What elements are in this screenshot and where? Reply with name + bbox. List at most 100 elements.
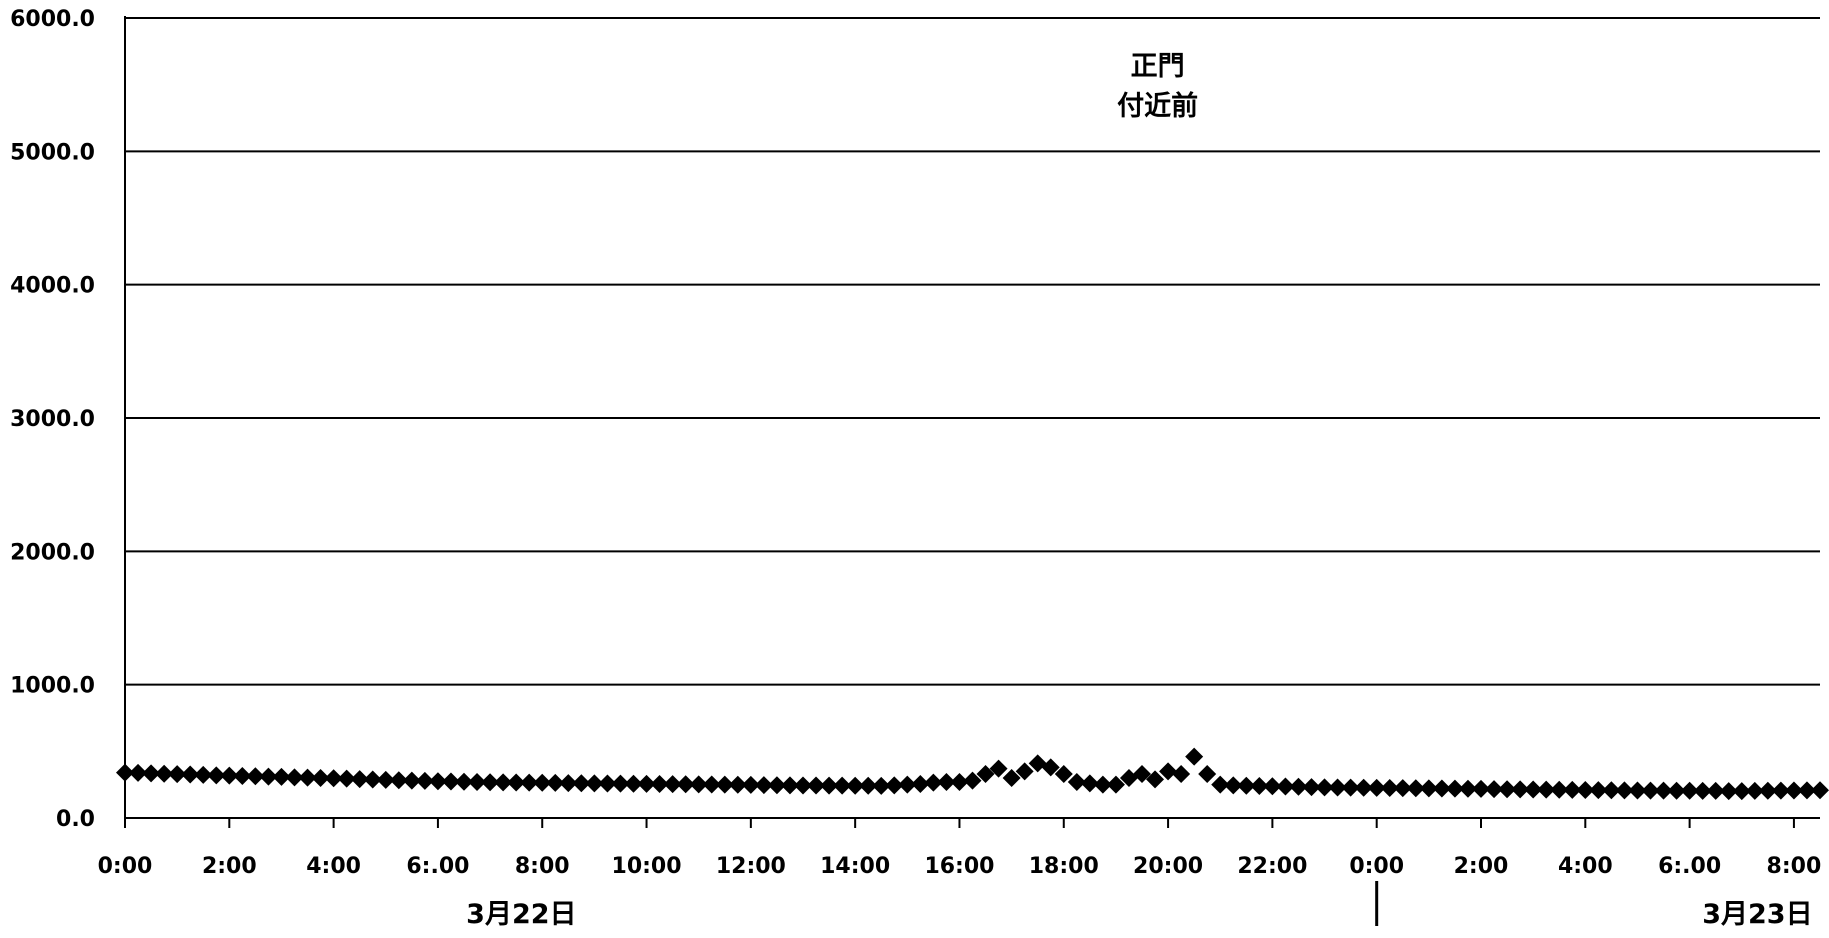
y-tick-labels: 0.0 1000.0 2000.0 3000.0 4000.0 5000.0 6000.0: [10, 7, 95, 832]
data-point: [1680, 781, 1699, 800]
data-point: [937, 773, 956, 791]
x-tick-label: 20:00: [1133, 854, 1203, 879]
data-point: [259, 767, 278, 786]
data-point: [702, 775, 721, 794]
data-point: [1797, 781, 1816, 800]
data-point: [689, 775, 708, 794]
date-label: 3月22日: [466, 899, 576, 930]
data-point: [1693, 781, 1712, 800]
data-point: [1628, 781, 1647, 800]
data-point: [455, 772, 473, 791]
data-point: [1732, 782, 1751, 801]
data-point: [976, 765, 995, 783]
x-tick-label: 16:00: [924, 854, 994, 879]
data-point: [572, 774, 591, 793]
data-point: [754, 776, 773, 795]
y-tick-label: 6000.0: [10, 7, 95, 32]
data-point: [1615, 781, 1634, 800]
data-point: [741, 775, 760, 794]
data-point: [1276, 777, 1295, 796]
data-point: [1706, 781, 1725, 800]
x-tick-label: 22:00: [1237, 854, 1307, 879]
x-tick-label: 8:00: [515, 854, 570, 879]
data-point: [428, 772, 447, 791]
data-point: [807, 776, 826, 795]
data-markers: [116, 747, 1829, 801]
data-point: [155, 764, 174, 783]
data-point: [1172, 765, 1191, 783]
data-point: [624, 774, 643, 793]
data-point: [1550, 780, 1569, 799]
x-tick-label: 4:00: [1558, 854, 1613, 879]
data-point: [246, 767, 265, 786]
data-point: [1341, 778, 1360, 797]
data-point: [389, 771, 408, 790]
x-tick-label: 2:00: [1454, 854, 1509, 879]
data-point: [1054, 765, 1073, 783]
data-point: [1133, 765, 1151, 783]
x-tick-label: 18:00: [1029, 854, 1099, 879]
data-point: [1315, 778, 1334, 797]
gridlines: [125, 17, 1820, 819]
data-point: [767, 776, 786, 795]
data-point: [533, 773, 552, 792]
data-point: [1093, 775, 1112, 794]
data-point: [1576, 781, 1595, 799]
data-point: [598, 774, 617, 793]
data-point: [780, 776, 799, 795]
data-point: [168, 765, 187, 784]
data-point: [207, 766, 226, 785]
data-point: [272, 767, 291, 786]
data-point: [1472, 779, 1490, 798]
data-point: [1224, 776, 1243, 795]
x-tick-label: 14:00: [820, 854, 890, 879]
data-point: [311, 769, 330, 787]
data-point: [363, 770, 382, 789]
data-point: [1028, 754, 1047, 773]
data-point: [1367, 778, 1386, 797]
x-tick-labels: 0:00 2:00 4:00 6:.00 8:00 10:00 12:00 14:00 16:0…: [98, 854, 1822, 879]
data-point: [663, 775, 682, 794]
data-point: [1080, 774, 1099, 793]
data-point: [1393, 779, 1412, 798]
data-point: [1589, 781, 1608, 800]
data-point: [142, 764, 161, 783]
data-point: [1015, 762, 1034, 781]
data-point: [1719, 782, 1738, 801]
y-tick-label: 5000.0: [10, 140, 95, 165]
data-point: [181, 765, 200, 784]
data-point: [585, 774, 604, 793]
data-point: [1185, 747, 1204, 766]
data-point: [924, 773, 943, 792]
data-point: [1211, 775, 1230, 794]
data-point: [950, 773, 969, 791]
data-point: [546, 773, 565, 792]
data-point: [285, 768, 304, 787]
x-tick-label: 0:00: [1349, 854, 1404, 879]
data-point: [1641, 781, 1660, 800]
data-point: [1354, 778, 1373, 797]
data-point: [1784, 781, 1803, 800]
data-point: [1602, 781, 1621, 800]
data-point: [441, 772, 460, 791]
data-point: [298, 768, 317, 787]
data-point: [337, 769, 356, 788]
data-point: [1771, 781, 1790, 800]
data-point: [481, 773, 500, 792]
data-point: [1119, 769, 1138, 787]
data-point: [1146, 770, 1165, 789]
data-point: [350, 770, 369, 789]
data-point: [637, 774, 656, 793]
data-point: [859, 776, 878, 795]
data-point: [794, 776, 812, 795]
data-point: [402, 771, 421, 790]
data-point: [1263, 777, 1282, 796]
data-point: [1445, 779, 1464, 798]
data-point: [1524, 780, 1543, 799]
data-point: [833, 776, 852, 795]
x-tick-marks: [124, 818, 1795, 828]
y-tick-label: 1000.0: [10, 674, 95, 699]
data-point: [989, 759, 1008, 778]
data-point: [1002, 769, 1021, 787]
data-point: [1654, 781, 1673, 800]
